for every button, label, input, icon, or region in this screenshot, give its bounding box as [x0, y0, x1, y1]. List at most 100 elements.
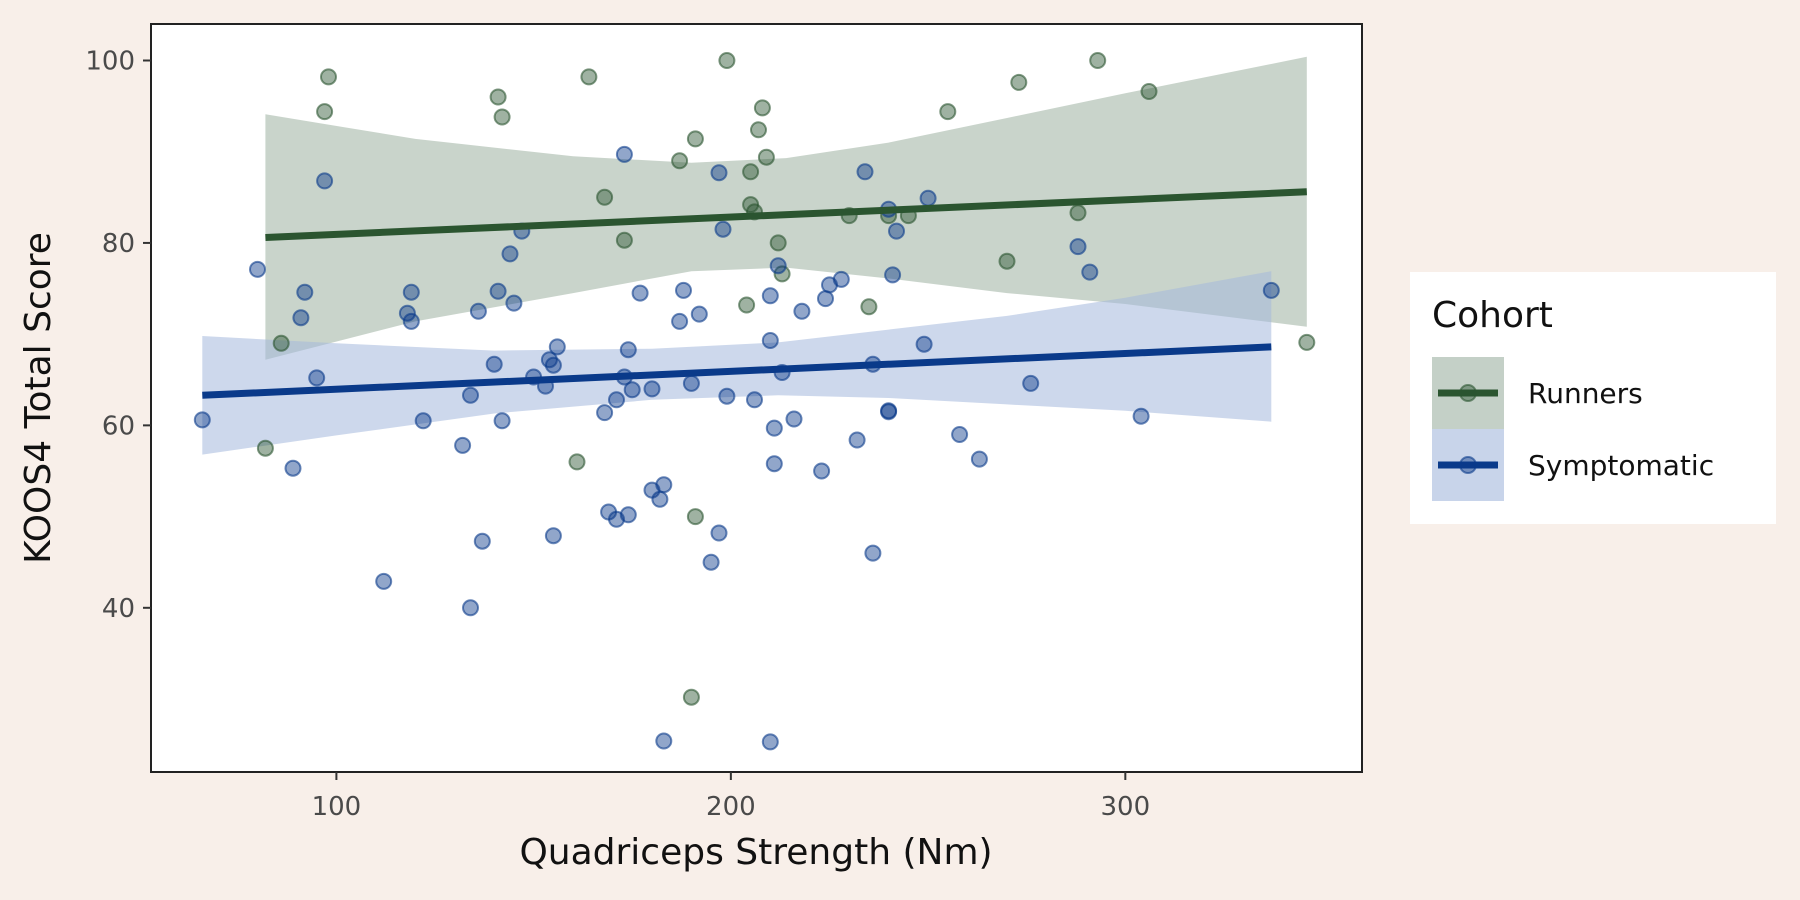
legend-label-runners: Runners	[1528, 377, 1643, 410]
symptomatic-point	[619, 506, 637, 524]
x-axis-ticks: 100 200 300	[312, 772, 1151, 822]
symptomatic-point	[544, 356, 562, 374]
symptomatic-fit-line	[202, 343, 1272, 399]
symptomatic-point	[462, 599, 479, 617]
symptomatic-point	[793, 302, 811, 320]
x-tick-label: 300	[1101, 792, 1151, 822]
symptomatic-point	[292, 309, 310, 327]
symptomatic-point	[615, 145, 633, 163]
symptomatic-point	[608, 391, 625, 409]
runners-point	[718, 52, 736, 69]
symptomatic-point	[817, 290, 834, 308]
symptomatic-point	[718, 387, 736, 405]
symptomatic-point	[884, 266, 902, 284]
symptomatic-point	[489, 282, 507, 300]
runners-confidence-band	[265, 56, 1307, 360]
symptomatic-point	[690, 305, 708, 323]
symptomatic-point	[485, 355, 503, 373]
symptomatic-point	[832, 270, 850, 288]
runners-point	[1089, 52, 1107, 69]
symptomatic-point	[710, 164, 728, 182]
runners-point	[998, 252, 1016, 270]
symptomatic-point	[915, 335, 933, 353]
symptomatic-point	[813, 462, 831, 480]
runners-point	[860, 298, 878, 316]
runners-point	[493, 108, 511, 126]
runners-fit-line	[265, 188, 1307, 241]
runners-point	[580, 68, 598, 86]
runners-point	[939, 103, 957, 121]
symptomatic-point	[702, 553, 720, 571]
runners-point	[615, 231, 633, 249]
symptomatic-point	[682, 374, 700, 392]
symptomatic-point	[714, 220, 732, 238]
runners-point	[256, 439, 274, 457]
runners-point	[753, 99, 771, 117]
runners-point	[757, 148, 775, 166]
symptomatic-point	[493, 412, 511, 430]
symptomatic-point	[919, 189, 937, 207]
runners-point	[671, 152, 689, 170]
y-axis-ticks: 40 60 80 100	[85, 46, 151, 624]
symptomatic-point	[848, 431, 866, 449]
symptomatic-point	[951, 426, 969, 443]
runners-point	[320, 68, 337, 86]
runners-point	[686, 508, 704, 526]
runners-legend-key-point	[1459, 384, 1477, 402]
symptomatic-point	[655, 476, 673, 494]
symptomatic-point	[1132, 407, 1150, 425]
symptomatic-point	[970, 450, 988, 468]
symptomatic-point	[1262, 281, 1280, 299]
symptomatic-point	[631, 284, 649, 302]
x-tick-label: 100	[312, 792, 362, 822]
symptomatic-point	[651, 490, 669, 508]
symptomatic-point	[249, 260, 266, 278]
symptomatic-point	[398, 304, 416, 322]
runners-point	[1140, 83, 1158, 100]
legend-title: Cohort	[1432, 295, 1553, 336]
runners-point	[568, 453, 586, 471]
confidence-bands	[202, 56, 1307, 455]
runners-point	[1069, 204, 1087, 222]
legend-label-symptomatic: Symptomatic	[1528, 449, 1714, 482]
runners-point	[750, 121, 767, 139]
symptomatic-point	[414, 412, 432, 430]
symptomatic-point	[1081, 263, 1099, 281]
symptomatic-point	[501, 245, 519, 263]
symptomatic-point	[864, 544, 882, 562]
symptomatic-point	[469, 302, 487, 320]
legend: Cohort Runners Symptomatic	[1410, 272, 1776, 524]
symptomatic-point	[402, 283, 420, 301]
symptomatic-point	[462, 386, 479, 404]
symptomatic-point	[1069, 238, 1087, 256]
symptomatic-point	[785, 410, 803, 428]
runners-point	[596, 188, 614, 206]
symptomatic-point	[375, 572, 393, 590]
symptomatic-point	[746, 391, 763, 409]
symptomatic-point	[544, 527, 562, 545]
symptomatic-point	[296, 283, 314, 301]
symptomatic-point	[856, 163, 874, 181]
runners-point	[769, 234, 787, 252]
x-tick-label: 200	[706, 792, 756, 822]
runners-point	[316, 103, 334, 121]
symptomatic-point	[769, 257, 787, 275]
x-axis-title: Quadriceps Strength (Nm)	[519, 832, 992, 873]
symptomatic-point	[284, 459, 302, 477]
symptomatic-point	[761, 332, 779, 349]
symptomatic-point	[761, 287, 779, 305]
symptomatic-point	[710, 524, 728, 542]
symptomatic-point	[655, 732, 673, 750]
runners-point	[272, 334, 290, 352]
symptomatic-point	[193, 411, 211, 429]
runners-point	[686, 130, 704, 148]
symptomatic-point	[402, 312, 420, 330]
runners-point	[742, 163, 760, 181]
y-tick-label: 80	[102, 229, 135, 259]
symptomatic-point	[643, 380, 661, 398]
symptomatic-point	[473, 532, 491, 550]
symptomatic-point	[596, 404, 614, 422]
data-points	[193, 52, 1316, 751]
symptomatic-point	[505, 294, 523, 312]
